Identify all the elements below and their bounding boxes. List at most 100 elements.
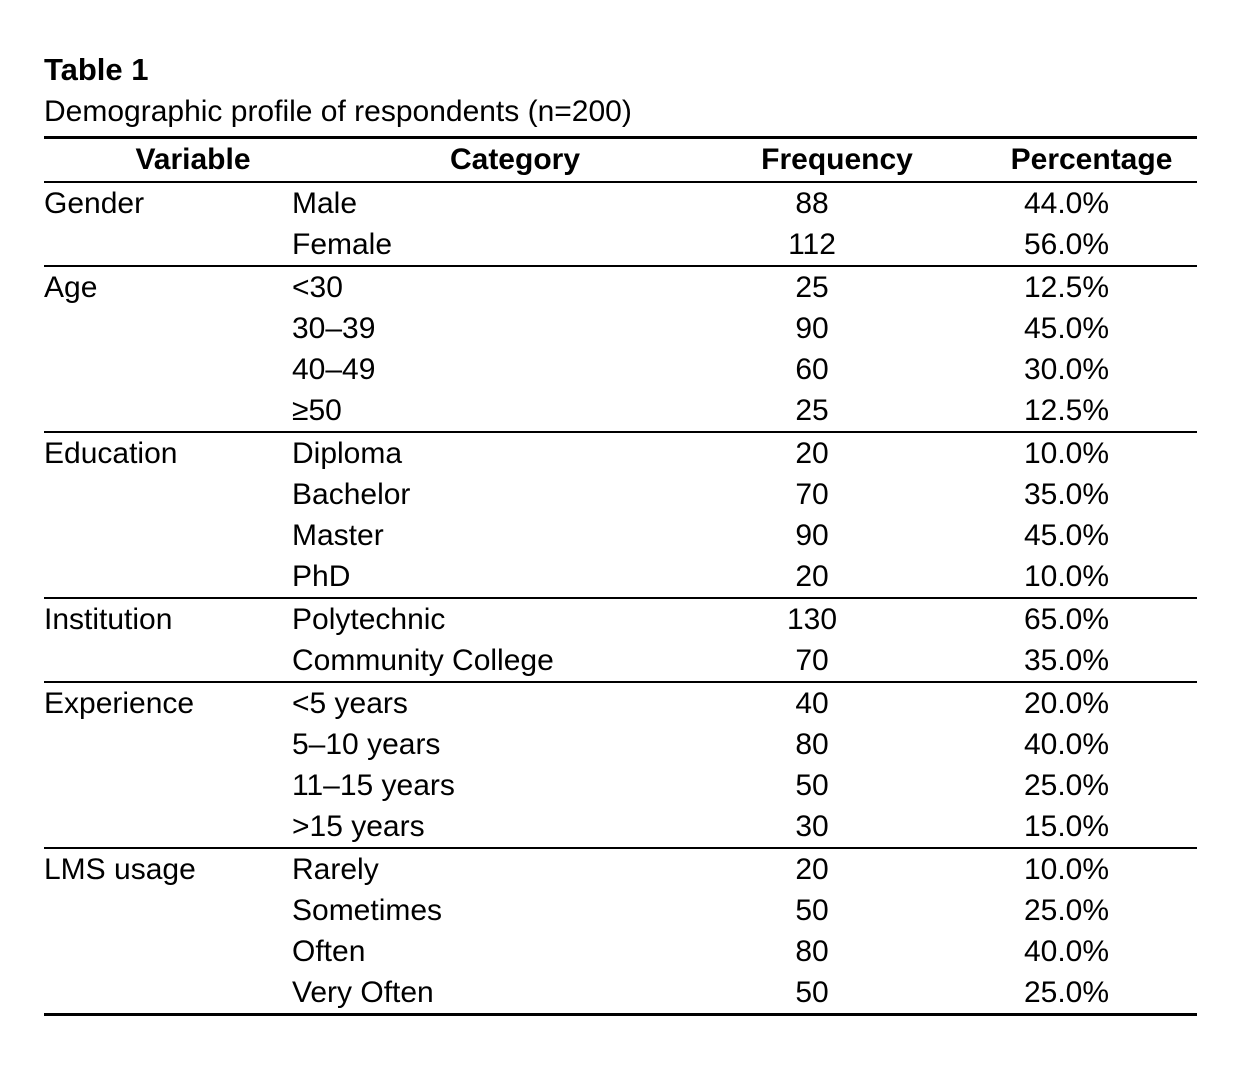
percentage-cell: 25.0%: [1023, 893, 1110, 927]
variable-cell: Experience: [44, 681, 292, 724]
category-cell: <30: [292, 265, 688, 308]
percentage-cell: 40.0%: [1023, 934, 1110, 968]
table-caption: Demographic profile of respondents (n=20…: [44, 95, 632, 128]
variable-cell: Institution: [44, 597, 292, 640]
category-cell: Master: [292, 518, 384, 552]
percentage-cell: 12.5%: [936, 265, 1197, 308]
header-row: Variable Category Frequency Percentage: [44, 137, 1197, 183]
variable-cell: [44, 474, 292, 515]
table-row: 11–15 years 50 25.0%: [44, 765, 1197, 806]
frequency-cell: 130: [688, 597, 936, 640]
category-cell: >15 years: [292, 809, 425, 843]
document-page: Table 1 Demographic profile of responden…: [44, 48, 1197, 1016]
variable-cell: [44, 806, 292, 848]
table-row: 5–10 years 80 40.0%: [44, 724, 1197, 765]
frequency-cell: 30: [795, 809, 829, 843]
percentage-cell: 10.0%: [1023, 559, 1110, 593]
category-cell: Rarely: [292, 847, 688, 890]
table-row: Experience <5 years 40 20.0%: [44, 681, 1197, 724]
category-cell: Community College: [292, 643, 554, 677]
category-cell: Bachelor: [292, 477, 411, 511]
category-cell: <5 years: [292, 681, 688, 724]
table-row: LMS usage Rarely 20 10.0%: [44, 847, 1197, 890]
category-cell: Sometimes: [292, 893, 443, 927]
variable-cell: [44, 515, 292, 556]
frequency-cell: 50: [795, 768, 829, 802]
table-body: Gender Male 88 44.0% Female 112 56.0% Age <30 25 1…: [44, 182, 1197, 1015]
category-cell: Polytechnic: [292, 597, 688, 640]
variable-cell: [44, 724, 292, 765]
frequency-cell: 25: [688, 265, 936, 308]
variable-cell: [44, 640, 292, 682]
table-row: Age <30 25 12.5%: [44, 265, 1197, 308]
percentage-cell: 25.0%: [1023, 768, 1110, 802]
table-row: 40–49 60 30.0%: [44, 349, 1197, 390]
percentage-cell: 30.0%: [1023, 352, 1110, 386]
table-row: Sometimes 50 25.0%: [44, 890, 1197, 931]
variable-cell: [44, 390, 292, 432]
frequency-cell: 80: [795, 934, 829, 968]
table-row: Institution Polytechnic 130 65.0%: [44, 597, 1197, 640]
variable-cell: [44, 349, 292, 390]
frequency-cell: 70: [795, 477, 829, 511]
table-row: Very Often 50 25.0%: [44, 972, 1197, 1015]
percentage-cell: 35.0%: [1023, 643, 1110, 677]
category-cell: Very Often: [292, 975, 434, 1009]
table-row: Bachelor 70 35.0%: [44, 474, 1197, 515]
variable-cell: [44, 308, 292, 349]
frequency-cell: 90: [795, 518, 829, 552]
table-row: Master 90 45.0%: [44, 515, 1197, 556]
category-cell: 11–15 years: [292, 768, 455, 802]
percentage-cell: 25.0%: [1023, 975, 1110, 1009]
category-cell: PhD: [292, 559, 351, 593]
percentage-cell: 65.0%: [936, 597, 1197, 640]
percentage-cell: 15.0%: [1023, 809, 1110, 843]
percentage-cell: 40.0%: [1023, 727, 1110, 761]
demographics-table: Variable Category Frequency Percentage G…: [44, 136, 1197, 1016]
percentage-cell: 20.0%: [936, 681, 1197, 724]
table-row: Gender Male 88 44.0%: [44, 182, 1197, 224]
column-header-variable: Variable: [44, 137, 292, 183]
table-row: Community College 70 35.0%: [44, 640, 1197, 682]
table-row: Education Diploma 20 10.0%: [44, 431, 1197, 474]
variable-cell: LMS usage: [44, 847, 292, 890]
table-number: Table 1: [44, 52, 149, 87]
category-cell: Female: [292, 227, 393, 261]
table-row: >15 years 30 15.0%: [44, 806, 1197, 848]
frequency-cell: 40: [688, 681, 936, 724]
frequency-cell: 112: [788, 227, 836, 261]
percentage-cell: 45.0%: [1023, 311, 1110, 345]
variable-cell: Education: [44, 431, 292, 474]
percentage-cell: 35.0%: [1023, 477, 1110, 511]
table-row: 30–39 90 45.0%: [44, 308, 1197, 349]
category-cell: ≥50: [292, 393, 342, 427]
percentage-cell: 56.0%: [1023, 227, 1110, 261]
variable-cell: [44, 890, 292, 931]
variable-cell: [44, 931, 292, 972]
frequency-cell: 50: [795, 975, 829, 1009]
percentage-cell: 10.0%: [936, 847, 1197, 890]
column-header-frequency: Frequency: [688, 137, 936, 183]
variable-cell: Age: [44, 265, 292, 308]
variable-cell: [44, 224, 292, 266]
percentage-cell: 44.0%: [1023, 186, 1110, 220]
category-cell: 40–49: [292, 352, 376, 386]
category-cell: Male: [292, 186, 358, 220]
category-cell: 30–39: [292, 311, 376, 345]
table-row: Female 112 56.0%: [44, 224, 1197, 266]
frequency-cell: 70: [795, 643, 829, 677]
variable-cell: [44, 556, 292, 598]
frequency-cell: 25: [795, 393, 829, 427]
frequency-cell: 90: [795, 311, 829, 345]
table-row: ≥50 25 12.5%: [44, 390, 1197, 432]
frequency-cell: 60: [795, 352, 829, 386]
table-row: Often 80 40.0%: [44, 931, 1197, 972]
frequency-cell: 80: [795, 727, 829, 761]
variable-cell: [44, 765, 292, 806]
category-cell: Often: [292, 934, 366, 968]
variable-cell: [44, 972, 292, 1015]
variable-cell: Gender: [44, 186, 145, 220]
frequency-cell: 88: [795, 186, 829, 220]
frequency-cell: 20: [688, 431, 936, 474]
table-row: PhD 20 10.0%: [44, 556, 1197, 598]
